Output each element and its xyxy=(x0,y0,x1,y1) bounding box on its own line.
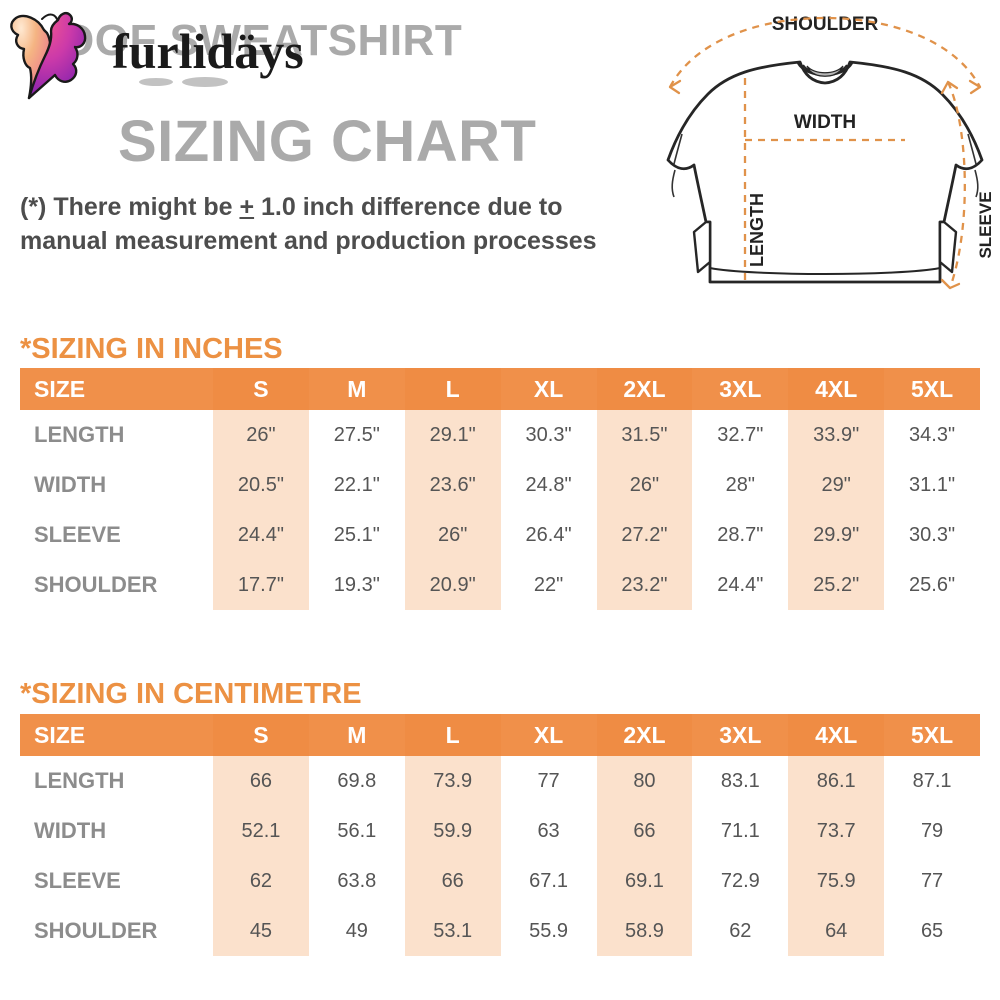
svg-text:SHOULDER: SHOULDER xyxy=(772,14,879,35)
svg-text:WIDTH: WIDTH xyxy=(794,112,856,133)
svg-text:furlidäys: furlidäys xyxy=(112,23,304,79)
svg-text:SLEEVE: SLEEVE xyxy=(976,191,995,258)
svg-text:LENGTH: LENGTH xyxy=(747,193,767,267)
